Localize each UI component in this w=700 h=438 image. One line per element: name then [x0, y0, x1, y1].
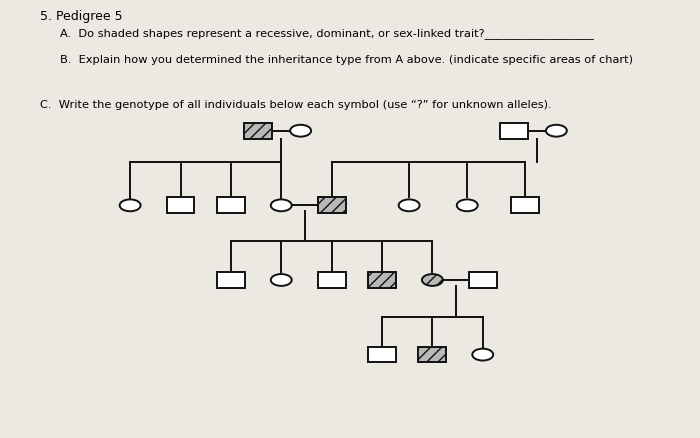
Bar: [512, 198, 539, 214]
Bar: [469, 272, 497, 288]
Bar: [318, 198, 346, 214]
Circle shape: [546, 126, 567, 138]
Circle shape: [290, 126, 311, 138]
Bar: [419, 347, 447, 363]
Text: A.  Do shaded shapes represent a recessive, dominant, or sex-linked trait?______: A. Do shaded shapes represent a recessiv…: [60, 28, 594, 39]
Text: 5. Pedigree 5: 5. Pedigree 5: [40, 10, 122, 23]
Text: B.  Explain how you determined the inheritance type from A above. (indicate spec: B. Explain how you determined the inheri…: [60, 55, 633, 65]
Bar: [318, 272, 346, 288]
Circle shape: [422, 274, 443, 286]
Circle shape: [271, 274, 292, 286]
Bar: [217, 198, 245, 214]
Bar: [500, 124, 528, 139]
Circle shape: [271, 200, 292, 212]
Text: C.  Write the genotype of all individuals below each symbol (use “?” for unknown: C. Write the genotype of all individuals…: [40, 100, 552, 110]
Circle shape: [473, 349, 494, 361]
Circle shape: [399, 200, 419, 212]
Bar: [368, 272, 396, 288]
Bar: [368, 347, 396, 363]
Bar: [167, 198, 195, 214]
Bar: [217, 272, 245, 288]
Circle shape: [457, 200, 477, 212]
Bar: [419, 347, 447, 363]
Bar: [318, 198, 346, 214]
Bar: [244, 124, 272, 139]
Bar: [244, 124, 272, 139]
Bar: [368, 272, 396, 288]
Circle shape: [120, 200, 141, 212]
